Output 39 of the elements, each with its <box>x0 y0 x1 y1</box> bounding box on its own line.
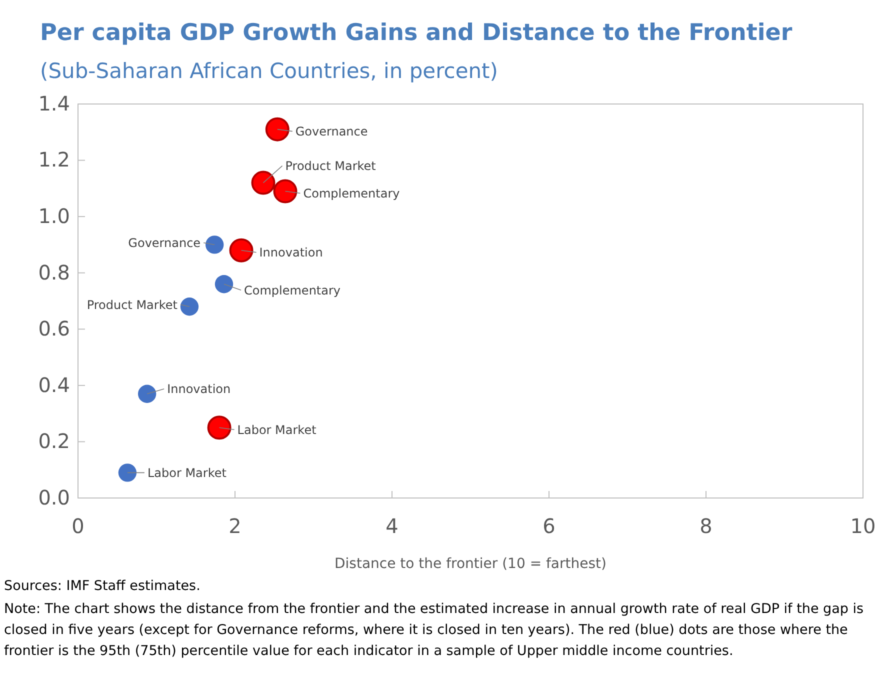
point <box>138 384 156 403</box>
x-tick-label: 8 <box>700 514 712 538</box>
x-tick-label: 0 <box>72 514 84 538</box>
chart-title: Per capita GDP Growth Gains and Distance to the Frontier <box>40 20 793 46</box>
y-tick-label: 0.8 <box>38 260 70 284</box>
point <box>207 416 232 440</box>
y-tick-label: 0.4 <box>38 372 70 397</box>
text: Note: The chart shows the distance from the frontier and the estimated increase in annual growth rate of real GDP if the gap is closed in five years (except for Governance reforms, where it is closed in ten years). The red (blue) dots are those where the frontier is the 95th (75th) percentile value for each indicator in a sample of Upper middle income countries. <box>4 601 864 659</box>
x-tick-label: 4 <box>386 514 398 538</box>
point <box>180 298 199 316</box>
annotation: Innovation <box>259 246 323 260</box>
y-tick-label: 0.6 <box>38 316 70 341</box>
point <box>265 117 290 142</box>
annotation: Labor Market <box>237 422 317 437</box>
annotation: Complementary <box>303 186 400 200</box>
x-tick-label: 10 <box>850 514 876 538</box>
x-axis-title: Distance to the frontier (10 = farthest) <box>334 556 607 572</box>
annotation: Complementary <box>244 283 341 298</box>
point <box>205 236 224 254</box>
annotation: Governance <box>295 124 368 139</box>
annotation: Product Market <box>285 159 376 173</box>
y-tick-label: 1.2 <box>38 148 70 172</box>
y-tick-label: 0.2 <box>38 429 70 454</box>
point <box>273 179 298 204</box>
point <box>251 170 276 195</box>
y-tick-label: 1.0 <box>38 204 70 228</box>
point <box>214 275 234 294</box>
source-note: Sources: IMF Staff estimates. <box>4 578 200 594</box>
x-tick-label: 2 <box>228 514 242 538</box>
annotation: Labor Market <box>147 466 227 480</box>
point <box>229 238 254 262</box>
y-tick-label: 0.0 <box>38 485 70 510</box>
annotation: Innovation <box>167 382 231 396</box>
point <box>118 464 137 482</box>
annotation: Governance <box>128 236 201 250</box>
x-tick-label: 6 <box>542 514 556 538</box>
y-tick-label: 1.4 <box>38 91 70 116</box>
annotation: Product Market <box>86 298 178 312</box>
chart-subtitle: (Sub-Saharan African Countries, in percent) <box>40 59 498 83</box>
